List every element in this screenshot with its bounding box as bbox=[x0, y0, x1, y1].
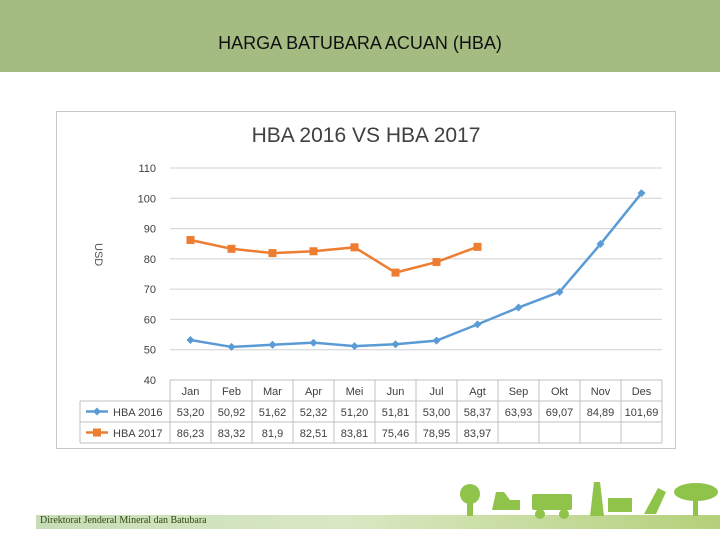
data-point bbox=[391, 340, 400, 349]
data-point bbox=[555, 287, 564, 296]
data-table-value: 82,51 bbox=[300, 428, 328, 440]
series-line-hba-2017 bbox=[190, 238, 478, 274]
data-table-value: 83,32 bbox=[218, 428, 246, 440]
legend-label: HBA 2016 bbox=[113, 407, 163, 419]
data-table-value: 69,07 bbox=[546, 407, 574, 419]
page-title: HARGA BATUBARA ACUAN (HBA) bbox=[218, 33, 502, 53]
data-table-value: 84,89 bbox=[587, 407, 615, 419]
data-point bbox=[350, 243, 359, 252]
data-point bbox=[432, 336, 441, 345]
data-point bbox=[186, 336, 195, 345]
data-table-value: 52,32 bbox=[300, 407, 328, 419]
data-point bbox=[309, 247, 318, 256]
header-bar bbox=[0, 0, 720, 72]
y-tick-label: 50 bbox=[144, 345, 156, 357]
data-point bbox=[473, 242, 482, 251]
data-table-value: 53,00 bbox=[423, 407, 451, 419]
y-tick-label: 90 bbox=[144, 224, 156, 236]
data-table-value: 51,81 bbox=[382, 407, 410, 419]
x-category-label: Sep bbox=[509, 386, 529, 398]
data-table-value: 51,62 bbox=[259, 407, 287, 419]
data-point bbox=[350, 342, 359, 351]
data-point bbox=[227, 244, 236, 253]
chart-title: HBA 2016 VS HBA 2017 bbox=[251, 124, 481, 147]
y-tick-label: 100 bbox=[138, 193, 156, 205]
excavator-icon bbox=[492, 492, 520, 510]
data-point bbox=[268, 340, 277, 349]
data-point bbox=[268, 249, 277, 258]
data-point bbox=[473, 320, 482, 329]
y-axis-label: USD bbox=[92, 243, 104, 267]
truck-icon bbox=[532, 494, 572, 510]
data-table-value: 50,92 bbox=[218, 407, 246, 419]
tree-icon bbox=[674, 483, 718, 501]
data-point bbox=[596, 240, 605, 249]
x-category-label: Okt bbox=[551, 386, 568, 398]
data-table-value: 83,97 bbox=[464, 428, 492, 440]
data-point bbox=[391, 268, 400, 277]
y-tick-label: 40 bbox=[144, 375, 156, 387]
tower-icon bbox=[590, 482, 604, 516]
data-table-value: 75,46 bbox=[382, 428, 410, 440]
legend-key-marker bbox=[93, 407, 101, 416]
data-point bbox=[514, 303, 523, 312]
legend-key-marker bbox=[93, 428, 101, 437]
y-tick-label: 80 bbox=[144, 254, 156, 266]
tree-icon bbox=[460, 484, 480, 504]
x-category-label: Feb bbox=[222, 386, 241, 398]
data-table-value: 58,37 bbox=[464, 407, 492, 419]
x-category-label: Mei bbox=[346, 386, 364, 398]
legend-label: HBA 2017 bbox=[113, 428, 163, 440]
x-category-label: Apr bbox=[305, 386, 322, 398]
series-line-hba-2016 bbox=[190, 192, 643, 349]
x-category-label: Jul bbox=[429, 386, 443, 398]
x-category-label: Jan bbox=[182, 386, 200, 398]
data-point bbox=[637, 189, 646, 198]
footer-text: Direktorat Jenderal Mineral dan Batubara bbox=[40, 515, 207, 526]
y-tick-label: 110 bbox=[138, 163, 156, 175]
data-point bbox=[309, 338, 318, 347]
x-category-label: Agt bbox=[469, 386, 486, 398]
data-table-value: 51,20 bbox=[341, 407, 369, 419]
data-table-value: 83,81 bbox=[341, 428, 369, 440]
x-category-label: Nov bbox=[591, 386, 611, 398]
data-point bbox=[432, 258, 441, 267]
crane-icon bbox=[644, 488, 666, 514]
data-table-value: 81,9 bbox=[262, 428, 283, 440]
x-category-label: Jun bbox=[387, 386, 405, 398]
y-tick-label: 70 bbox=[144, 284, 156, 296]
footer-bar bbox=[36, 515, 720, 529]
data-point bbox=[227, 342, 236, 351]
data-table-value: 78,95 bbox=[423, 428, 451, 440]
data-table-value: 63,93 bbox=[505, 407, 533, 419]
data-table-value: 86,23 bbox=[177, 428, 205, 440]
mining-silhouette-decoration bbox=[460, 482, 718, 519]
y-tick-label: 60 bbox=[144, 314, 156, 326]
x-category-label: Des bbox=[632, 386, 652, 398]
data-point bbox=[186, 235, 195, 244]
data-table-value: 53,20 bbox=[177, 407, 205, 419]
x-category-label: Mar bbox=[263, 386, 282, 398]
data-table-value: 101,69 bbox=[625, 407, 659, 419]
chart-frame bbox=[56, 111, 676, 449]
